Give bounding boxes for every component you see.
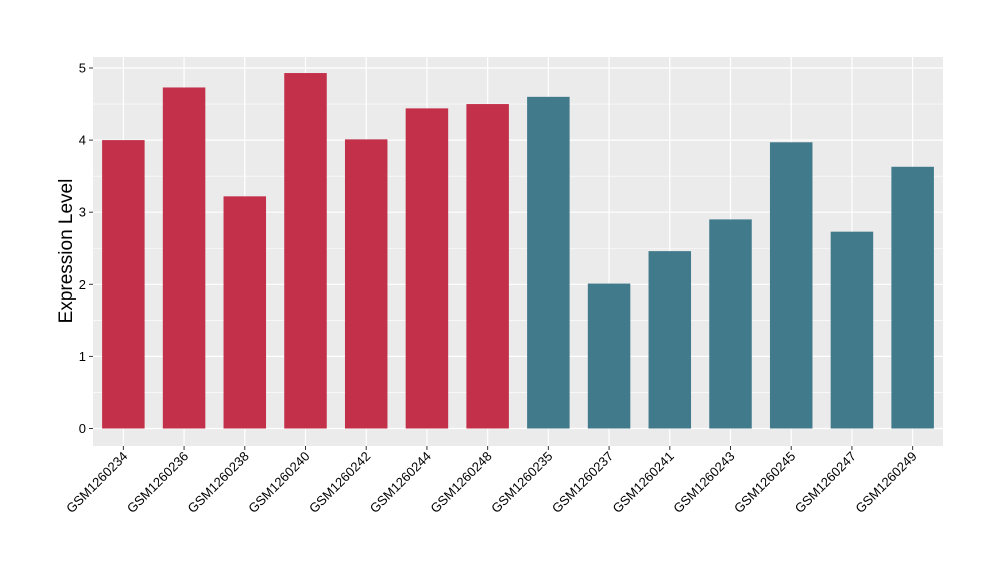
bar-GSM1260234 [102, 140, 145, 429]
y-tick-label: 4 [79, 133, 86, 148]
x-tick-label: GSM1260241 [610, 449, 677, 516]
x-tick-label: GSM1260249 [852, 449, 919, 516]
x-tick-label: GSM1260242 [306, 449, 373, 516]
x-tick-label: GSM1260236 [124, 449, 191, 516]
bar-GSM1260237 [587, 283, 631, 429]
bar-GSM1260241 [648, 251, 692, 429]
bar-GSM1260244 [405, 108, 449, 429]
bar-GSM1260236 [162, 87, 206, 429]
bars [102, 73, 934, 429]
x-tick-label: GSM1260248 [427, 449, 494, 516]
x-tick-label: GSM1260243 [670, 449, 737, 516]
x-tick-label: GSM1260247 [792, 449, 859, 516]
y-axis-title: Expression Level [56, 179, 77, 324]
y-tick-label: 1 [79, 349, 86, 364]
bar-GSM1260243 [709, 219, 752, 429]
bar-GSM1260247 [830, 231, 874, 429]
y-tick-label: 5 [79, 61, 86, 76]
x-tick-label: GSM1260234 [63, 449, 130, 516]
x-tick-label: GSM1260235 [488, 449, 555, 516]
bar-GSM1260249 [891, 166, 934, 429]
y-tick-label: 0 [79, 421, 86, 436]
y-tick-label: 3 [79, 205, 86, 220]
bar-GSM1260245 [769, 142, 813, 429]
y-tick-label: 2 [79, 277, 86, 292]
x-tick-label: GSM1260240 [245, 449, 312, 516]
x-tick-label: GSM1260237 [549, 449, 616, 516]
bar-GSM1260242 [344, 139, 388, 429]
bar-GSM1260240 [284, 73, 327, 429]
x-tick-label: GSM1260245 [731, 449, 798, 516]
bar-GSM1260248 [466, 104, 509, 429]
x-tick-label: GSM1260238 [185, 449, 252, 516]
plot-background [93, 57, 943, 446]
x-tick-label: GSM1260244 [367, 449, 434, 516]
y-axis: 0 1 2 3 4 5 [79, 61, 93, 436]
bar-GSM1260235 [527, 96, 570, 429]
bar-GSM1260238 [223, 196, 267, 429]
x-axis: GSM1260234GSM1260236GSM1260238GSM1260240… [63, 446, 920, 516]
